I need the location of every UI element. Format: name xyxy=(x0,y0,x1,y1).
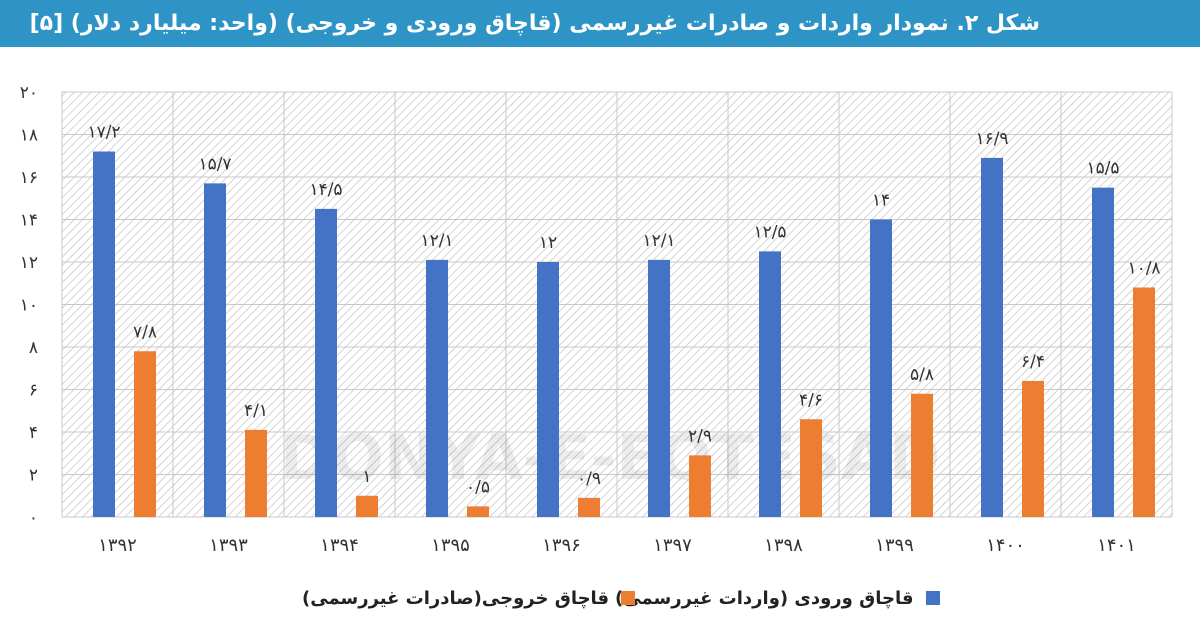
data-label-inbound: ۱۲/۱ xyxy=(420,231,453,251)
bar-outbound xyxy=(578,497,600,517)
bar-inbound xyxy=(537,262,559,517)
x-tick-label: ۱۳۹۵ xyxy=(431,535,470,556)
legend-swatch-out xyxy=(621,591,636,605)
bar-outbound xyxy=(800,419,822,517)
y-tick-label: ۱۰ xyxy=(20,296,38,316)
data-label-outbound: ۵/۸ xyxy=(910,365,934,385)
watermark: DONYA-E-EQTESAD xyxy=(280,421,941,494)
legend-item-in: قاچاق ورودی (واردات غیررسمی) xyxy=(615,583,940,613)
x-tick-label: ۱۴۰۱ xyxy=(1097,535,1136,556)
x-tick-label: ۱۳۹۸ xyxy=(764,535,803,556)
data-label-inbound: ۱۵/۷ xyxy=(198,154,231,174)
legend-label-in: قاچاق ورودی (واردات غیررسمی) xyxy=(615,587,914,609)
y-tick-label: ۱۲ xyxy=(20,253,38,273)
bar-inbound xyxy=(204,183,226,517)
bar-inbound xyxy=(759,251,781,517)
bar-inbound xyxy=(870,219,892,517)
data-label-inbound: ۱۷/۲ xyxy=(87,123,120,143)
data-label-outbound: ۲/۹ xyxy=(688,426,712,446)
bar-inbound xyxy=(981,157,1003,517)
chart-title: شکل ۲. نمودار واردات و صادرات غیررسمی (ق… xyxy=(29,11,1040,36)
bar-outbound xyxy=(689,455,711,517)
data-label-outbound: ۰/۹ xyxy=(577,469,601,489)
data-label-inbound: ۱۴ xyxy=(872,191,890,211)
legend-swatch-in xyxy=(925,591,940,605)
legend-item-out: قاچاق خروجی(صادرات غیررسمی) xyxy=(302,583,636,613)
data-labels: ۱۷/۲ ۷/۸ ۱۵/۷ ۴/۱ ۱۴/۵ ۱ ۱۲/۱ ۰/۵ ۱۲ ۰/۹ ۱۲/۱ ۲/۹ ۱۲… xyxy=(87,123,1160,498)
data-label-outbound: ۴/۱ xyxy=(244,401,268,421)
y-tick-label: ۰ xyxy=(29,508,38,528)
y-tick-label: ۲ xyxy=(29,466,38,486)
bar-outbound xyxy=(245,429,267,517)
y-tick-label: ۱۸ xyxy=(20,126,38,146)
x-axis: ۱۳۹۲ ۱۳۹۳ ۱۳۹۴ ۱۳۹۵ ۱۳۹۶ ۱۳۹۷ ۱۳۹۸ ۱۳۹۹ ۱۴۰۰ ۱۴۰۱ xyxy=(98,535,1136,556)
bar-outbound xyxy=(1022,381,1044,517)
data-label-outbound: ۶/۴ xyxy=(1021,352,1045,372)
x-tick-label: ۱۳۹۶ xyxy=(542,535,581,556)
data-label-outbound: ۴/۶ xyxy=(799,390,823,410)
x-tick-label: ۱۳۹۴ xyxy=(320,535,359,556)
x-tick-label: ۱۳۹۷ xyxy=(653,535,692,556)
x-tick-label: ۱۴۰۰ xyxy=(986,535,1025,556)
bar-inbound xyxy=(426,259,448,517)
bar-chart: DONYA-E-EQTESAD ۱۷/۲ ۷/۸ ۱۵/۷ ۴/۱ ۱۴/۵ ۱ ۱۲/۱ ۰… xyxy=(20,83,1173,556)
bar-outbound xyxy=(1133,287,1155,517)
y-axis: ۰ ۲ ۴ ۶ ۸ ۱۰ ۱۲ ۱۴ ۱۶ ۱۸ ۲۰ xyxy=(20,83,38,528)
y-tick-label: ۴ xyxy=(29,423,38,443)
x-tick-label: ۱۳۹۹ xyxy=(875,535,914,556)
y-tick-label: ۱۶ xyxy=(20,168,38,188)
bar-inbound xyxy=(648,259,670,517)
data-label-inbound: ۱۲/۵ xyxy=(753,222,786,242)
watermark-text: DONYA-E-EQTESAD xyxy=(280,421,941,494)
data-label-outbound: ۰/۵ xyxy=(466,477,490,497)
bar-inbound xyxy=(1092,187,1114,517)
y-tick-label: ۱۴ xyxy=(20,211,38,231)
data-label-inbound: ۱۵/۵ xyxy=(1086,159,1119,179)
data-label-outbound: ۱۰/۸ xyxy=(1127,259,1160,279)
title-bar: شکل ۲. نمودار واردات و صادرات غیررسمی (ق… xyxy=(0,0,1200,47)
data-label-inbound: ۱۴/۵ xyxy=(309,180,342,200)
x-tick-label: ۱۳۹۳ xyxy=(209,535,248,556)
bar-inbound xyxy=(93,151,115,517)
data-label-outbound: ۱ xyxy=(362,467,371,487)
y-tick-label: ۲۰ xyxy=(20,83,38,103)
bars xyxy=(93,151,1155,517)
y-tick-label: ۶ xyxy=(29,381,38,401)
x-tick-label: ۱۳۹۲ xyxy=(98,535,137,556)
bar-outbound xyxy=(467,506,489,517)
data-label-outbound: ۷/۸ xyxy=(133,322,157,342)
bar-outbound xyxy=(911,393,933,517)
bar-outbound xyxy=(134,351,156,517)
data-label-inbound: ۱۶/۹ xyxy=(975,129,1008,149)
data-label-inbound: ۱۲ xyxy=(539,233,557,253)
legend-label-out: قاچاق خروجی(صادرات غیررسمی) xyxy=(302,587,610,609)
bar-inbound xyxy=(315,208,337,517)
y-tick-label: ۸ xyxy=(29,338,38,358)
bar-outbound xyxy=(356,495,378,517)
data-label-inbound: ۱۲/۱ xyxy=(642,231,675,251)
